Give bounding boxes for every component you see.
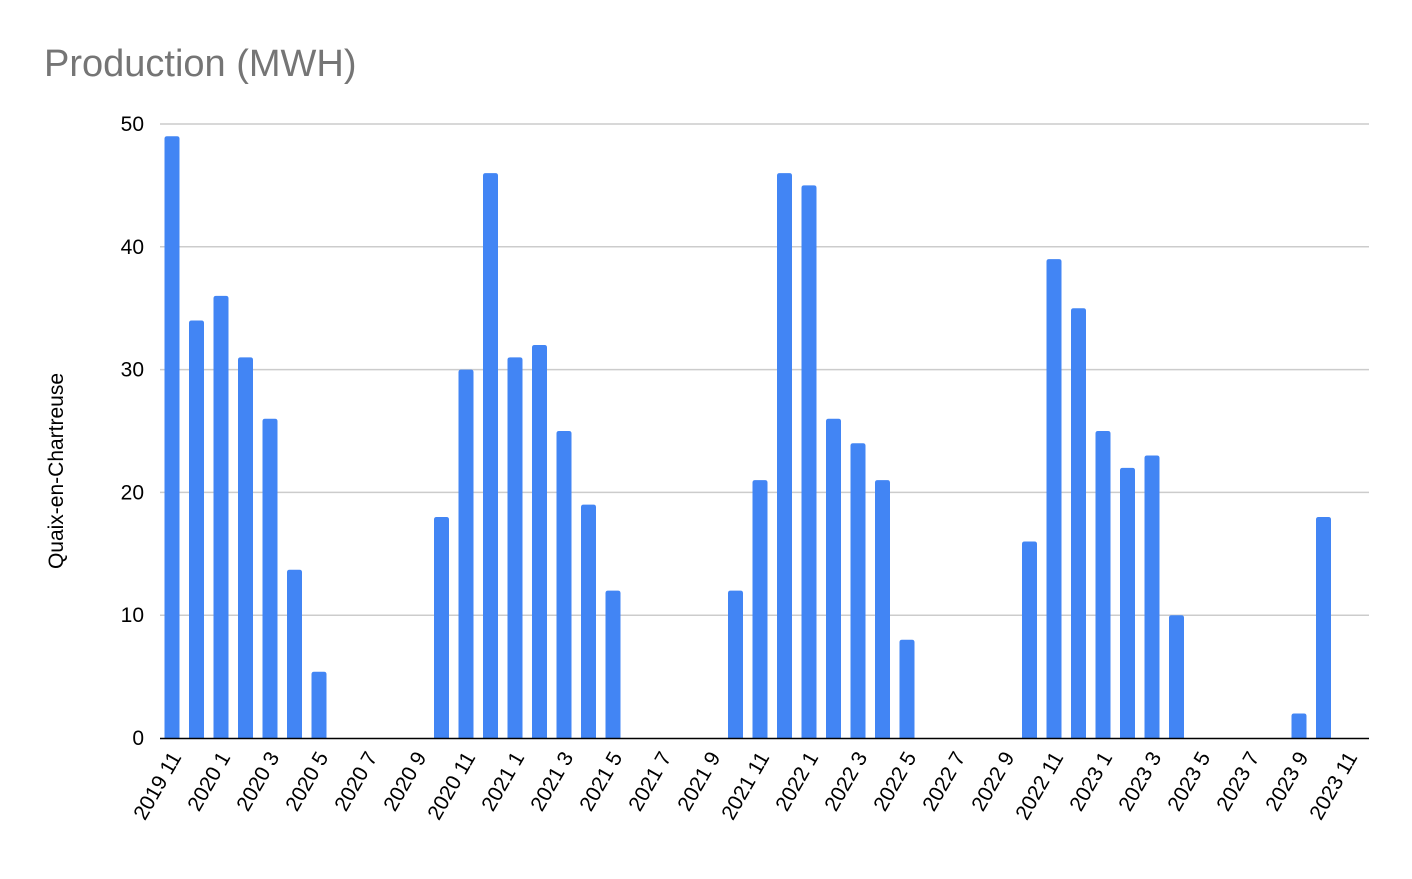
x-tick-label: 2020 11 [423,748,480,824]
bar: 2020 4: 13.7 [287,569,302,738]
x-tick-label: 2023 3 [1114,748,1166,815]
bar: 2022 5: 8 [899,639,915,738]
y-axis-label: Quaix-en-Chartreuse [45,373,68,569]
bar: 2023 1: 25 [1095,431,1111,738]
x-tick-label: 2020 7 [330,748,382,815]
x-tick-label: 2020 9 [379,748,431,815]
x-tick-label: 2023 5 [1163,748,1215,815]
y-axis-ticks: 0 10 20 30 40 50 [121,113,144,750]
x-tick-label: 2023 1 [1065,748,1117,815]
bar: 2020 2: 31 [238,357,253,738]
x-tick-label: 2021 7 [624,748,676,815]
y-tick-label: 30 [121,359,144,382]
bar: 2020 3: 26 [262,418,278,738]
bar: 2019 12: 34 [189,320,204,738]
bar: 2021 11: 21 [752,480,768,738]
bar: 2021 5: 12 [605,590,621,738]
y-tick-label: 40 [121,236,144,259]
x-tick-label: 2019 11 [129,748,186,824]
bar: 2022 10: 16 [1022,541,1037,738]
x-tick-label: 2022 11 [1011,748,1068,824]
y-tick-label: 0 [132,727,144,750]
x-tick-label: 2022 3 [820,748,872,815]
bar: 2020 5: 5.4 [311,671,327,738]
y-tick-label: 50 [121,113,144,136]
bar: 2019 11: 49 [164,136,180,738]
x-tick-label: 2022 5 [869,748,921,815]
x-tick-label: 2021 11 [717,748,774,824]
bar: 2020 12: 46 [483,173,498,738]
bar: 2023 2: 22 [1120,467,1135,738]
bar: 2022 12: 35 [1071,308,1086,738]
bar: 2020 1: 36 [213,295,229,738]
x-tick-label: 2021 1 [477,748,529,815]
x-tick-label: 2021 3 [526,748,578,815]
bar: 2021 10: 12 [728,590,743,738]
chart-title: Production (MWH) [44,43,357,85]
bar: 2023 3: 23 [1144,455,1160,738]
x-tick-label: 2021 9 [673,748,725,815]
bar: 2022 11: 39 [1046,259,1062,738]
x-tick-label: 2022 9 [967,748,1019,815]
bar: 2021 3: 25 [556,431,572,738]
y-tick-label: 10 [121,604,144,627]
bars: 2019 11: 49 2019 12: 34 2020 1: 36 2020 2: … [164,136,1331,738]
bar: 2021 12: 46 [777,173,792,738]
x-tick-label: 2023 9 [1261,748,1313,815]
x-tick-label: 2020 1 [183,748,235,815]
bar: 2022 2: 26 [826,418,841,738]
x-tick-label: 2021 5 [575,748,627,815]
bar: 2023 9: 2 [1291,713,1307,738]
bar: 2021 2: 32 [532,345,547,738]
x-tick-label: 2022 1 [771,748,823,815]
bar: 2022 1: 45 [801,185,817,738]
bar: 2020 11: 30 [458,369,474,738]
x-tick-label: 2020 5 [281,748,333,815]
bar: 2021 4: 19 [581,504,596,738]
x-tick-label: 2023 11 [1305,748,1362,824]
bar: 2022 3: 24 [850,443,866,738]
x-tick-label: 2020 3 [232,748,284,815]
bar: 2021 1: 31 [507,357,523,738]
x-tick-label: 2023 7 [1212,748,1264,815]
gridlines [160,123,1369,616]
bar: 2020 10: 18 [434,516,449,738]
bar: 2023 4: 10 [1169,615,1184,738]
bar: 2022 4: 21 [875,480,890,738]
bar: 2023 10: 18 [1316,516,1331,738]
x-tick-label: 2022 7 [918,748,970,815]
y-tick-label: 20 [121,481,144,504]
